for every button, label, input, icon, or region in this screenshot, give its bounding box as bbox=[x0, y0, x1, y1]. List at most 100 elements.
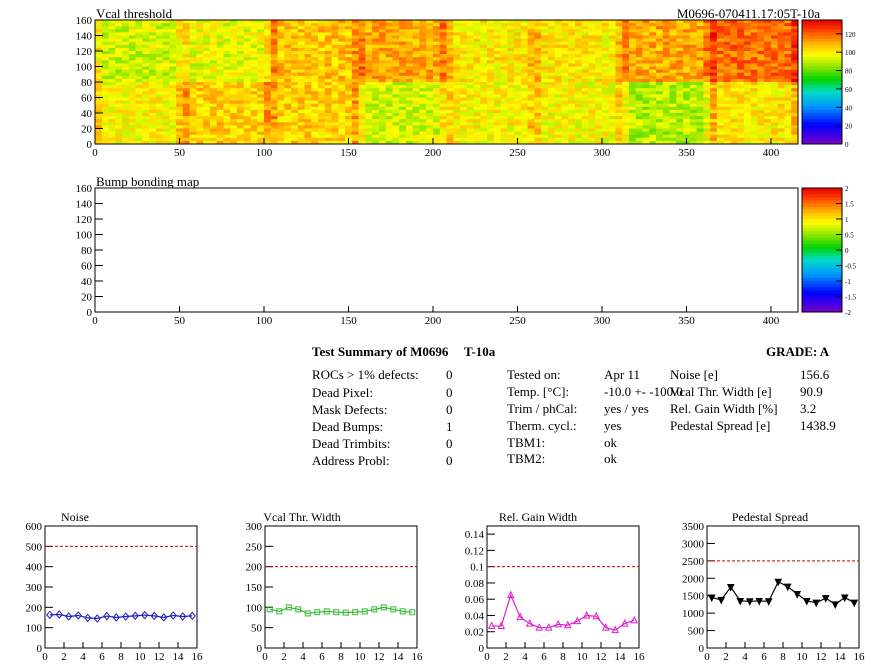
heatmap-cell bbox=[122, 66, 130, 70]
heatmap-cell bbox=[385, 57, 393, 61]
heatmap-cell bbox=[128, 32, 136, 36]
heatmap-cell bbox=[115, 57, 123, 61]
colorbar-tick-label: 1.5 bbox=[845, 201, 854, 209]
heatmap-cell bbox=[392, 78, 400, 83]
heatmap-cell bbox=[108, 128, 116, 132]
heatmap-cell bbox=[439, 26, 447, 30]
heatmap-cell bbox=[507, 82, 515, 86]
heatmap-cell bbox=[372, 63, 380, 67]
heatmap-cell bbox=[588, 78, 596, 83]
heatmap-cell bbox=[629, 125, 637, 129]
heatmap-cell bbox=[257, 94, 265, 98]
heatmap-cell bbox=[216, 20, 224, 24]
heatmap-cell bbox=[561, 26, 569, 30]
heatmap-cell bbox=[135, 44, 143, 49]
heatmap-cell bbox=[399, 125, 407, 129]
heatmap-cell bbox=[263, 85, 272, 89]
heatmap-cell bbox=[372, 113, 380, 117]
heatmap-cell bbox=[764, 63, 772, 67]
heatmap-cell bbox=[784, 131, 792, 136]
bump-bonding-colorbar-band bbox=[802, 250, 842, 254]
heatmap-cell bbox=[108, 63, 116, 67]
heatmap-cell bbox=[487, 20, 495, 24]
heatmap-cell bbox=[196, 119, 204, 123]
heatmap-cell bbox=[683, 20, 691, 24]
heatmap-cell bbox=[487, 131, 495, 136]
heatmap-cell bbox=[176, 72, 184, 77]
heatmap-cell bbox=[615, 140, 623, 145]
heatmap-cell bbox=[291, 32, 299, 36]
heatmap-cell bbox=[561, 97, 569, 101]
heatmap-cell bbox=[500, 20, 508, 24]
heatmap-cell bbox=[507, 63, 515, 67]
heatmap-cell bbox=[351, 72, 360, 77]
heatmap-cell bbox=[777, 54, 785, 58]
heatmap-cell bbox=[561, 41, 569, 46]
heatmap-cell bbox=[189, 85, 197, 89]
heatmap-cell bbox=[689, 29, 698, 33]
x-tick-label: 2 bbox=[723, 651, 729, 663]
heatmap-cell bbox=[270, 119, 278, 123]
heatmap-cell bbox=[169, 140, 177, 145]
heatmap-cell bbox=[155, 103, 163, 108]
data-point bbox=[840, 594, 849, 603]
heatmap-cell bbox=[196, 32, 204, 36]
heatmap-cell bbox=[480, 32, 488, 36]
heatmap-cell bbox=[662, 82, 670, 86]
heatmap-cell bbox=[500, 116, 508, 120]
heatmap-cell bbox=[277, 69, 285, 74]
heatmap-cell bbox=[527, 69, 535, 74]
heatmap-cell bbox=[487, 128, 495, 132]
heatmap-cell bbox=[142, 140, 150, 145]
heatmap-cell bbox=[101, 134, 109, 139]
heatmap-cell bbox=[412, 106, 420, 111]
heatmap-cell bbox=[426, 116, 434, 120]
heatmap-cell bbox=[750, 103, 758, 108]
heatmap-cell bbox=[223, 54, 231, 58]
heatmap-cell bbox=[601, 85, 610, 89]
heatmap-cell bbox=[162, 128, 170, 132]
heatmap-cell bbox=[95, 26, 103, 30]
heatmap-cell bbox=[284, 69, 292, 74]
heatmap-cell bbox=[743, 97, 752, 101]
heatmap-cell bbox=[507, 140, 515, 145]
heatmap-cell bbox=[676, 122, 684, 126]
heatmap-cell bbox=[196, 60, 204, 64]
heatmap-cell bbox=[737, 69, 745, 74]
heatmap-cell bbox=[554, 131, 562, 136]
heatmap-cell bbox=[426, 38, 434, 43]
heatmap-cell bbox=[770, 100, 779, 105]
heatmap-cell bbox=[399, 85, 407, 89]
heatmap-cell bbox=[500, 122, 508, 126]
data-point bbox=[141, 610, 149, 620]
heatmap-cell bbox=[784, 116, 792, 120]
heatmap-cell bbox=[689, 88, 698, 92]
heatmap-cell bbox=[656, 29, 664, 33]
heatmap-cell bbox=[791, 47, 799, 52]
heatmap-cell bbox=[169, 51, 177, 55]
heatmap-cell bbox=[318, 72, 326, 77]
heatmap-cell bbox=[750, 35, 758, 39]
heatmap-cell bbox=[318, 113, 326, 117]
heatmap-cell bbox=[662, 63, 670, 67]
vcal-threshold-colorbar-band bbox=[802, 109, 842, 114]
heatmap-cell bbox=[263, 100, 272, 105]
heatmap-cell bbox=[216, 134, 224, 139]
heatmap-cell bbox=[507, 94, 515, 98]
heatmap-cell bbox=[676, 85, 684, 89]
heatmap-cell bbox=[115, 137, 123, 142]
heatmap-cell bbox=[514, 38, 522, 43]
heatmap-cell bbox=[169, 116, 177, 120]
heatmap-cell bbox=[243, 66, 251, 70]
heatmap-cell bbox=[547, 97, 556, 101]
heatmap-cell bbox=[405, 57, 414, 61]
heatmap-cell bbox=[135, 116, 143, 120]
heatmap-cell bbox=[710, 75, 718, 80]
heatmap-cell bbox=[453, 35, 461, 39]
heatmap-cell bbox=[446, 97, 454, 101]
heatmap-cell bbox=[250, 131, 258, 136]
heatmap-cell bbox=[176, 134, 184, 139]
heatmap-cell bbox=[203, 100, 211, 105]
data-point bbox=[333, 609, 340, 616]
heatmap-cell bbox=[203, 26, 211, 30]
